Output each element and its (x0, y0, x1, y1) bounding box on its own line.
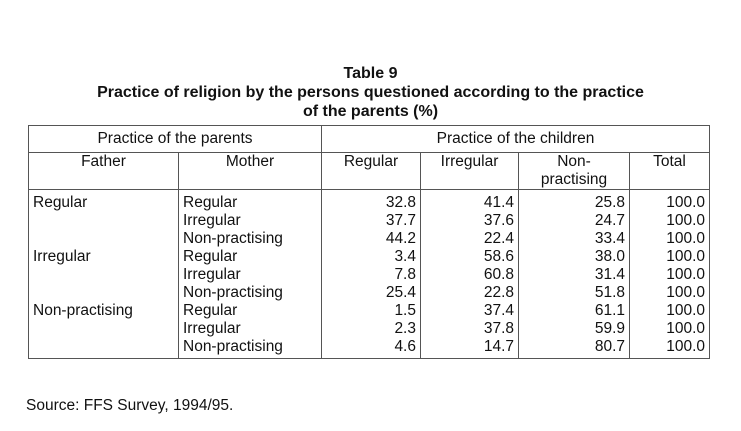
cell-irregular: 37.6 (420, 212, 519, 230)
cell-mother: Non-practising (178, 338, 322, 359)
cell-total: 100.0 (629, 320, 710, 338)
cell-irregular: 37.8 (420, 320, 519, 338)
table-row: Irregular Regular 3.4 58.6 38.0 100.0 (29, 248, 710, 266)
cell-irregular: 60.8 (420, 266, 519, 284)
cell-mother: Non-practising (178, 284, 322, 302)
cell-regular: 32.8 (321, 189, 421, 212)
cell-regular: 4.6 (321, 338, 421, 359)
cell-mother: Non-practising (178, 230, 322, 248)
table-row: Irregular 7.8 60.8 31.4 100.0 (29, 266, 710, 284)
cell-irregular: 14.7 (420, 338, 519, 359)
table-row: Non-practising 44.2 22.4 33.4 100.0 (29, 230, 710, 248)
cell-irregular: 22.8 (420, 284, 519, 302)
cell-father: Irregular (33, 248, 91, 265)
table-row: Irregular 2.3 37.8 59.9 100.0 (29, 320, 710, 338)
cell-non-practising: 80.7 (518, 338, 630, 359)
cell-mother: Regular (178, 302, 322, 320)
col-header-regular: Regular (321, 152, 421, 190)
cell-mother: Irregular (178, 320, 322, 338)
cell-regular: 2.3 (321, 320, 421, 338)
cell-mother: Irregular (178, 266, 322, 284)
title-line-3: of the parents (%) (302, 103, 439, 120)
cell-father (29, 320, 179, 338)
cell-regular: 25.4 (321, 284, 421, 302)
title-line-1: Table 9 (343, 65, 398, 82)
table-row: Non-practising Regular 1.5 37.4 61.1 100.0 (29, 302, 710, 320)
cell-father (29, 338, 179, 359)
cell-regular: 1.5 (321, 302, 421, 320)
cell-mother: Regular (178, 189, 322, 212)
cell-total: 100.0 (629, 302, 710, 320)
cell-mother: Regular (178, 248, 322, 266)
col-header-father: Father (28, 152, 179, 190)
cell-irregular: 22.4 (420, 230, 519, 248)
col-header-irregular: Irregular (420, 152, 519, 190)
cell-non-practising: 61.1 (518, 302, 630, 320)
cell-father (29, 212, 179, 230)
cell-father (29, 284, 179, 302)
cell-non-practising: 24.7 (518, 212, 630, 230)
cell-father: Regular (33, 194, 88, 211)
cell-total: 100.0 (629, 284, 710, 302)
col-header-mother: Mother (178, 152, 322, 190)
cell-regular: 37.7 (321, 212, 421, 230)
data-table: Practice of the parents Practice of the … (28, 125, 710, 359)
source-note: Source: FFS Survey, 1994/95. (26, 397, 234, 414)
group-header-parents: Practice of the parents (28, 125, 322, 153)
table-row: Irregular 37.7 37.6 24.7 100.0 (29, 212, 710, 230)
table-row: Regular Regular 32.8 41.4 25.8 100.0 (29, 189, 710, 212)
cell-non-practising: 38.0 (518, 248, 630, 266)
cell-non-practising: 31.4 (518, 266, 630, 284)
cell-total: 100.0 (629, 266, 710, 284)
cell-regular: 3.4 (321, 248, 421, 266)
cell-total: 100.0 (629, 212, 710, 230)
cell-irregular: 58.6 (420, 248, 519, 266)
cell-total: 100.0 (629, 189, 710, 212)
cell-father: Non-practising (33, 302, 133, 319)
cell-non-practising: 25.8 (518, 189, 630, 212)
col-header-total: Total (629, 152, 710, 190)
cell-total: 100.0 (629, 230, 710, 248)
cell-irregular: 37.4 (420, 302, 519, 320)
cell-irregular: 41.4 (420, 189, 519, 212)
table-row: Non-practising 25.4 22.8 51.8 100.0 (29, 284, 710, 302)
cell-non-practising: 51.8 (518, 284, 630, 302)
cell-mother: Irregular (178, 212, 322, 230)
cell-total: 100.0 (629, 338, 710, 359)
cell-total: 100.0 (629, 248, 710, 266)
cell-non-practising: 33.4 (518, 230, 630, 248)
cell-regular: 7.8 (321, 266, 421, 284)
group-header-children: Practice of the children (321, 125, 710, 153)
cell-father (29, 230, 179, 248)
table-row: Non-practising 4.6 14.7 80.7 100.0 (29, 338, 710, 359)
table-title: Table 9 Practice of religion by the pers… (0, 64, 741, 121)
cell-father (29, 266, 179, 284)
col-header-non-practising: Non-practising (518, 152, 630, 190)
cell-regular: 44.2 (321, 230, 421, 248)
cell-non-practising: 59.9 (518, 320, 630, 338)
title-line-2: Practice of religion by the persons ques… (97, 84, 644, 101)
